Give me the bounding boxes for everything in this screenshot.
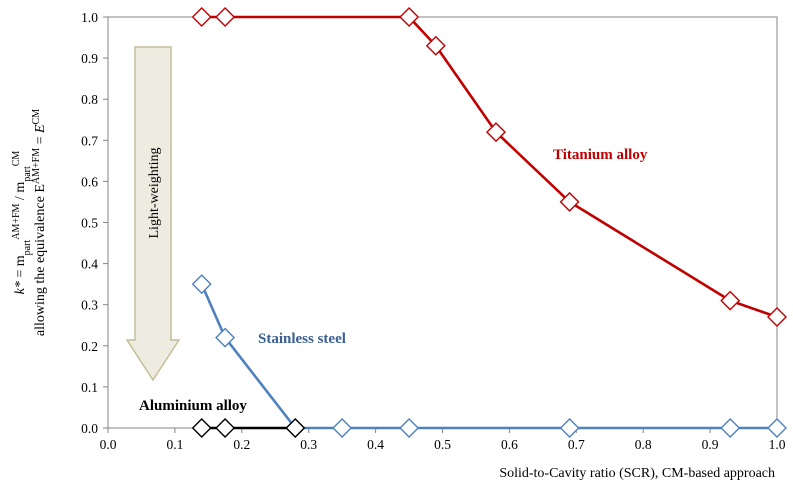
x-tick-label: 0.7 [568, 437, 585, 452]
series-aluminium-alloy [191, 418, 306, 438]
y-axis-title-line1-part: part [22, 166, 33, 182]
y-axis-title-line2-part: AM+FM [31, 148, 42, 184]
aluminium-alloy-marker [215, 418, 236, 438]
series-label-aluminium-alloy: Aluminium alloy [139, 398, 247, 414]
y-tick-label: 0.1 [81, 380, 98, 395]
titanium-alloy-marker [215, 7, 236, 27]
stainless-steel-marker [332, 418, 353, 438]
light-weighting-arrow [125, 46, 181, 382]
x-tick-label: 0.6 [501, 437, 518, 452]
x-tick-label: 0.1 [166, 437, 183, 452]
stainless-steel-line [200, 283, 777, 430]
x-tick-label: 0.2 [233, 437, 250, 452]
x-axis-title: Solid-to-Cavity ratio (SCR), CM-based ap… [499, 466, 775, 481]
y-tick-label: 0.6 [81, 174, 98, 189]
x-tick-label: 0.9 [702, 437, 719, 452]
y-tick-label: 0.5 [81, 216, 98, 231]
stainless-steel-marker [215, 327, 236, 348]
series-label-stainless-steel: Stainless steel [258, 331, 346, 347]
titanium-alloy-marker [425, 35, 446, 56]
y-tick-label: 0.2 [81, 339, 98, 354]
x-tick-label: 0.3 [300, 437, 317, 452]
titanium-alloy-marker [191, 7, 212, 27]
series-titanium-alloy [191, 7, 787, 327]
y-tick-label: 0.7 [81, 133, 98, 148]
stainless-steel-marker [191, 274, 212, 295]
y-axis-title-line1: k* = mpartAM+FM / mpartCM [11, 151, 33, 295]
y-axis-title-line2-part: = [33, 133, 48, 148]
arrow-label: Light-weighting [147, 148, 162, 239]
titanium-alloy-line [201, 15, 778, 319]
series-stainless-steel [191, 274, 787, 438]
stainless-steel-marker [399, 418, 420, 438]
x-tick-label: 0.5 [434, 437, 451, 452]
y-axis-title-line2-part: E [33, 124, 48, 134]
y-tick-label: 0.0 [81, 421, 98, 436]
y-axis-title-line2-part: CM [31, 109, 42, 125]
series-label-titanium-alloy: Titanium alloy [553, 147, 648, 163]
aluminium-alloy-marker [191, 418, 212, 438]
titanium-alloy-marker [720, 290, 741, 311]
x-tick-label: 0.0 [100, 437, 117, 452]
y-tick-label: 1.0 [81, 10, 98, 25]
y-axis-title-line1-part: k* [13, 281, 28, 294]
stainless-steel-marker [559, 418, 580, 438]
arrow-annotation: Light-weighting [125, 46, 181, 382]
titanium-alloy-marker [767, 307, 787, 327]
y-tick-label: 0.9 [81, 51, 98, 66]
titanium-alloy-marker [486, 122, 506, 143]
titanium-alloy-marker [559, 191, 580, 212]
y-axis-title-line1-part: / m [13, 182, 28, 204]
x-tick-label: 0.8 [635, 437, 652, 452]
y-axis-title-line2-part: allowing the equivalence E [33, 184, 48, 336]
y-axis-title-line1-part: AM+FM [11, 203, 22, 239]
y-axis-title-line1-part: = m [13, 255, 28, 281]
x-tick-label: 1.0 [769, 437, 786, 452]
stainless-steel-marker [720, 418, 741, 438]
stainless-steel-marker [767, 418, 787, 438]
plot-area-border [107, 16, 778, 429]
series-group [191, 7, 787, 438]
y-tick-label: 0.3 [81, 298, 98, 313]
titanium-alloy-marker [399, 7, 420, 27]
y-tick-label: 0.4 [81, 257, 98, 272]
y-axis-title-line1-part: part [22, 240, 33, 256]
axes: 0.0 0.1 0.2 0.3 0.4 0.5 0.6 0.7 0.8 0.9 1.0 0.0 0.1 0… [11, 10, 786, 481]
y-tick-label: 0.8 [81, 92, 98, 107]
y-axis-title-line1-part: CM [11, 151, 22, 167]
aluminium-alloy-marker [285, 418, 306, 438]
y-axis-title-line2: allowing the equivalence EAM+FM = ECM [31, 109, 49, 336]
labels: Titanium alloy Stainless steel Aluminium a… [139, 147, 648, 414]
x-tick-label: 0.4 [367, 437, 384, 452]
